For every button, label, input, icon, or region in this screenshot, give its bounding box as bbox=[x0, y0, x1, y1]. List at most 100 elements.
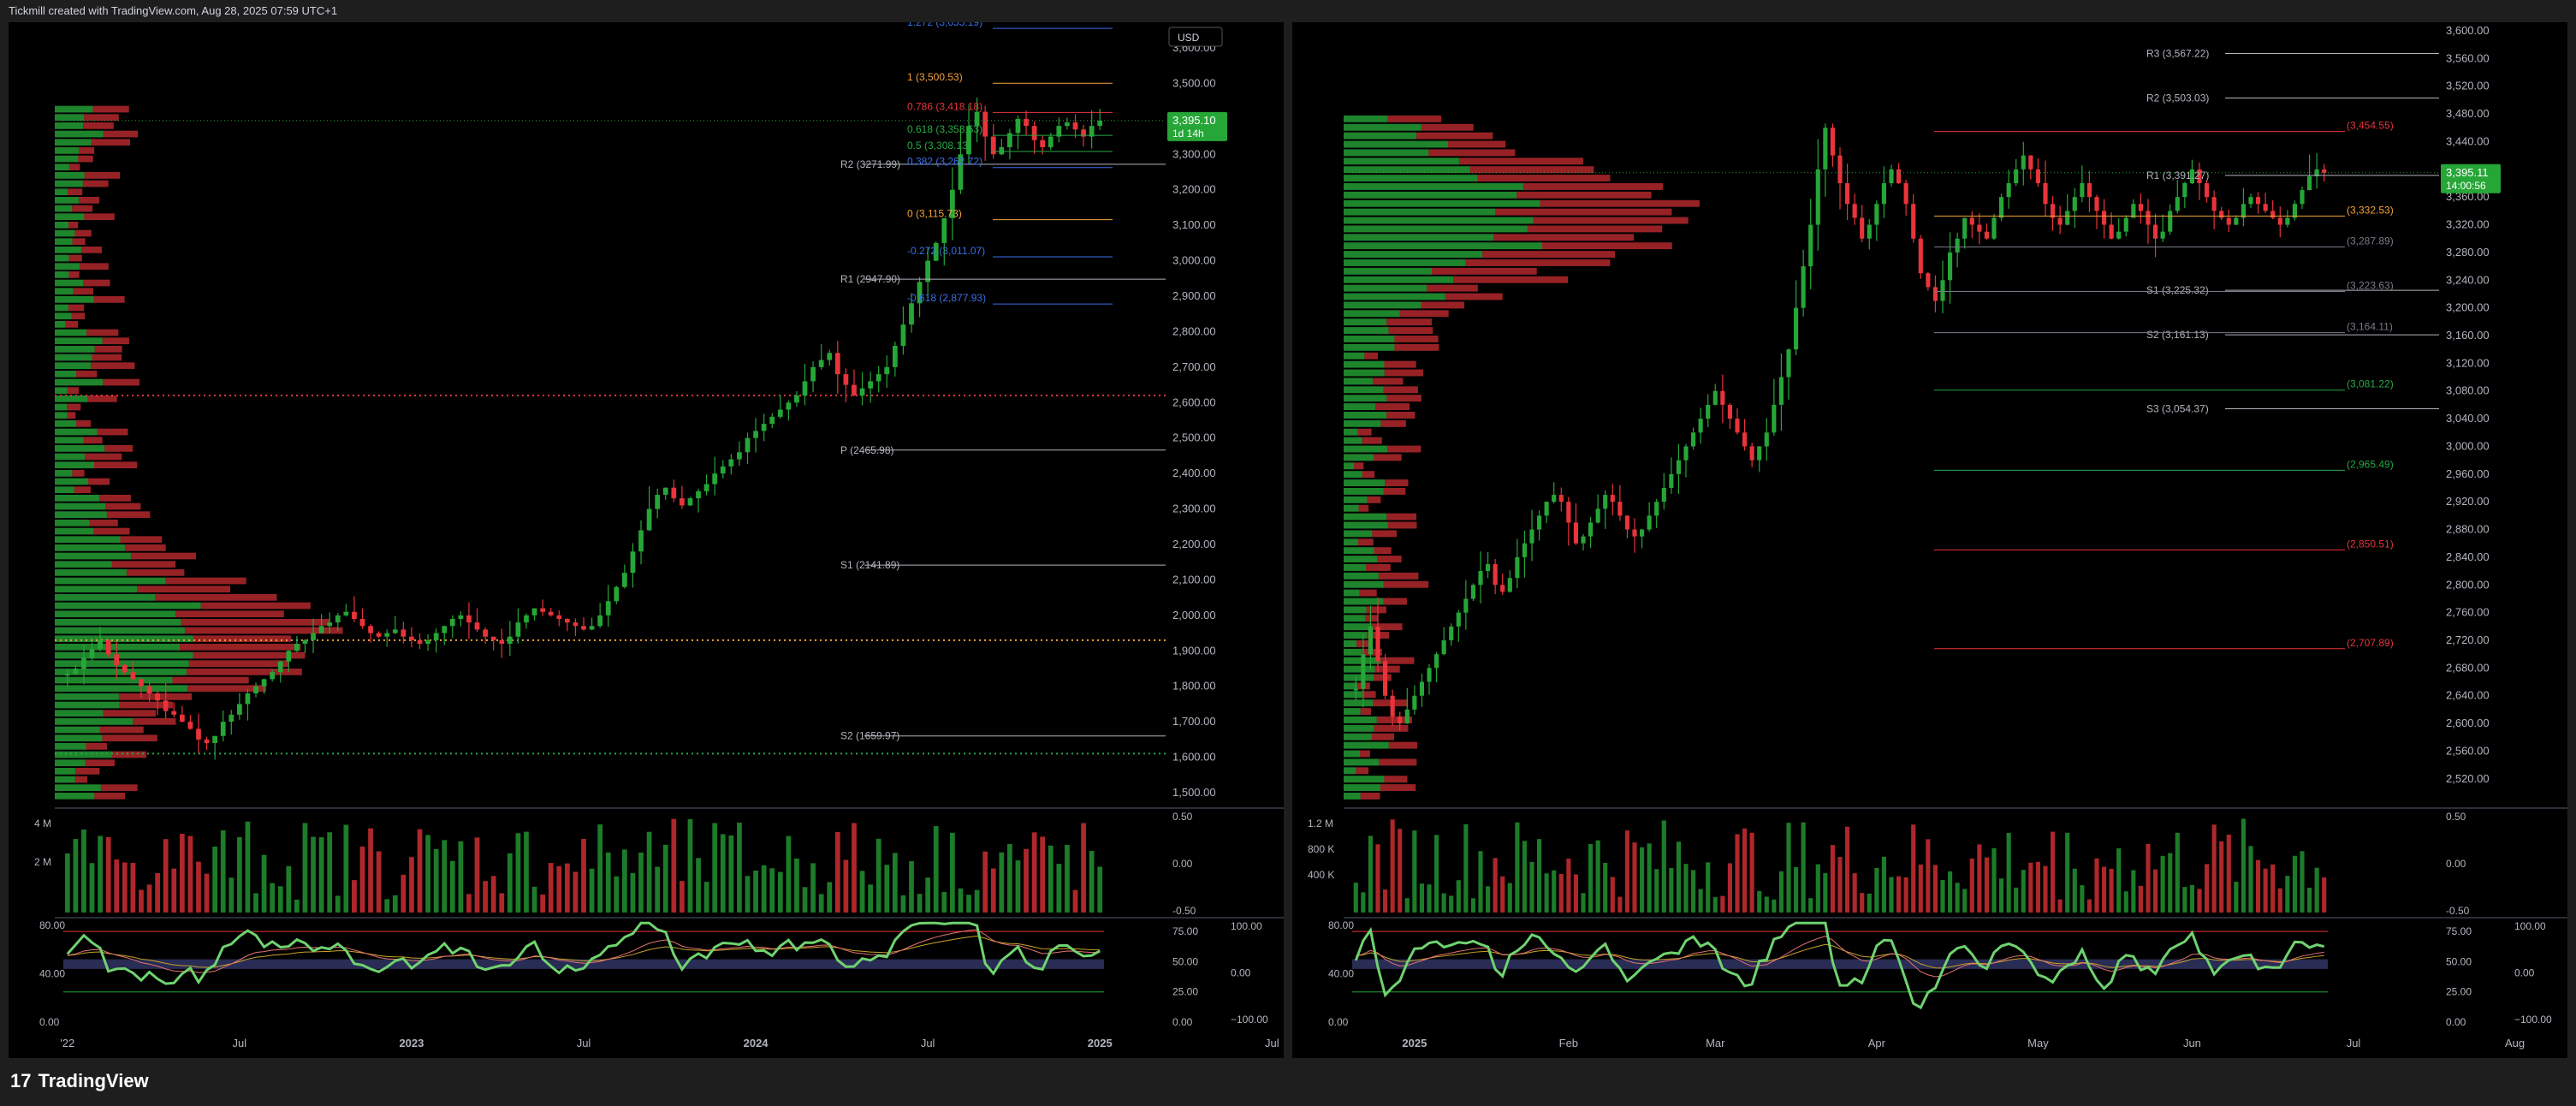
volume-bar bbox=[1024, 848, 1029, 913]
candle-body bbox=[2205, 183, 2210, 198]
candle-body bbox=[2116, 231, 2122, 239]
candle-body bbox=[253, 686, 258, 693]
volume-profile-bar bbox=[200, 602, 311, 609]
right-chart[interactable]: 3,600.00 3,560.00 3,520.00 3,480.00 3,440.00… bbox=[1308, 22, 2576, 1058]
pivot-label: R2 (3,503.03) bbox=[2146, 92, 2209, 104]
candle-body bbox=[540, 608, 545, 612]
volume-profile-bar bbox=[1344, 352, 1365, 360]
volume-profile-bar bbox=[1482, 251, 1615, 259]
volume-profile-bar bbox=[55, 577, 166, 585]
volume-profile-bar bbox=[55, 114, 85, 122]
candle-body bbox=[1529, 529, 1534, 544]
volume-profile-bar bbox=[104, 445, 134, 452]
candle-body bbox=[630, 551, 636, 574]
volume-bar bbox=[1720, 895, 1725, 913]
price-tick-label: 2,700.00 bbox=[1172, 360, 1216, 373]
volume-profile-bar bbox=[1357, 428, 1372, 436]
candle-body bbox=[1881, 183, 1886, 205]
volume-profile-bar bbox=[55, 478, 89, 485]
volume-bar bbox=[745, 876, 751, 913]
volume-profile-bar bbox=[1344, 564, 1367, 571]
volume-profile-bar bbox=[55, 461, 94, 469]
candle-body bbox=[171, 711, 177, 715]
volume-bar bbox=[2138, 885, 2143, 913]
volume-bar bbox=[352, 880, 357, 913]
volume-bar bbox=[1772, 899, 1777, 913]
volume-profile-bar bbox=[55, 437, 84, 444]
volume-profile-bar bbox=[180, 644, 301, 651]
candle-body bbox=[1640, 529, 1645, 537]
volume-profile-bar bbox=[55, 105, 93, 113]
volume-profile-bar bbox=[98, 495, 131, 502]
candle-body bbox=[270, 672, 276, 680]
volume-bar bbox=[425, 835, 430, 913]
candle-body bbox=[2322, 169, 2327, 173]
volume-profile-bar bbox=[55, 586, 138, 593]
volume-bar bbox=[2314, 867, 2319, 913]
volume-profile-bar bbox=[1517, 191, 1652, 199]
volume-profile-bar bbox=[55, 387, 68, 395]
candle-body bbox=[114, 654, 120, 665]
volume-bar bbox=[2234, 882, 2239, 913]
price-tick-label: 2,720.00 bbox=[2446, 633, 2490, 646]
volume-bar bbox=[212, 846, 218, 913]
volume-profile-bar bbox=[1344, 225, 1528, 233]
volume-profile-bar bbox=[1344, 580, 1384, 588]
candle-body bbox=[1889, 169, 1894, 183]
rsi-right-tick-label: 50.00 bbox=[2446, 955, 2472, 967]
volume-profile-bar bbox=[1394, 336, 1439, 342]
volume-bar bbox=[810, 863, 816, 913]
last-price-value: 3,395.10 bbox=[1172, 114, 1216, 127]
candle-body bbox=[2314, 169, 2319, 176]
rsi-far-right-tick-label: 0.00 bbox=[1231, 967, 1251, 979]
volume-bar bbox=[2241, 818, 2246, 913]
price-tick-label: 2,880.00 bbox=[2446, 523, 2490, 536]
volume-bar bbox=[753, 870, 758, 913]
candle-body bbox=[834, 353, 840, 375]
volume-bar bbox=[286, 865, 292, 913]
candle-body bbox=[892, 346, 898, 367]
volume-bar bbox=[843, 859, 849, 913]
volume-profile-bar bbox=[1374, 547, 1392, 555]
left-chart[interactable]: 3,600.003,500.003,400.003,300.003,200.00… bbox=[34, 22, 1284, 1058]
volume-profile-bar bbox=[1344, 556, 1378, 563]
volume-profile-bar bbox=[1344, 242, 1543, 250]
tradingview-brand[interactable]: 17 TradingView bbox=[10, 1070, 149, 1092]
pivot-label: R2 (3271.99) bbox=[840, 158, 900, 170]
candle-body bbox=[2248, 197, 2253, 205]
candle-body bbox=[2028, 155, 2033, 169]
volume-profile-bar bbox=[1374, 674, 1392, 681]
volume-bar bbox=[1926, 839, 1931, 913]
volume-profile-bar bbox=[1383, 488, 1406, 495]
volume-profile-bar bbox=[55, 222, 69, 229]
candle-body bbox=[1558, 495, 1564, 502]
volume-profile-bar bbox=[1344, 513, 1387, 520]
candle-body bbox=[827, 353, 833, 360]
chart-canvas[interactable]: 3,600.003,500.003,400.003,300.003,200.00… bbox=[0, 22, 2576, 1058]
panel-divider[interactable] bbox=[1284, 22, 1292, 1058]
volume-bar bbox=[171, 868, 177, 913]
candle-body bbox=[1742, 432, 1748, 447]
candle-body bbox=[187, 722, 193, 729]
volume-profile-bar bbox=[55, 288, 74, 295]
time-tick-label: Apr bbox=[1868, 1037, 1886, 1050]
candle-body bbox=[286, 651, 292, 662]
volume-bar bbox=[236, 836, 242, 913]
volume-bar bbox=[597, 824, 603, 913]
volume-profile-bar bbox=[1344, 479, 1386, 487]
volume-profile-bar bbox=[55, 644, 181, 651]
volume-profile-bar bbox=[88, 478, 110, 485]
chart-footer: 17 TradingView bbox=[0, 1058, 2576, 1106]
volume-bar bbox=[1940, 880, 1945, 913]
rsi-right-tick-label: 25.00 bbox=[1172, 986, 1198, 998]
volume-bar bbox=[1072, 889, 1078, 913]
volume-bar bbox=[728, 835, 734, 913]
candle-body bbox=[1778, 377, 1784, 405]
volume-bar bbox=[466, 894, 472, 913]
volume-profile-bar bbox=[1358, 538, 1374, 546]
candle-body bbox=[777, 409, 783, 417]
volume-bar bbox=[139, 889, 144, 913]
volume-bar bbox=[318, 837, 324, 913]
fib-level-label: 0.382 (3,262.72) bbox=[907, 156, 982, 168]
candle-body bbox=[531, 608, 537, 615]
